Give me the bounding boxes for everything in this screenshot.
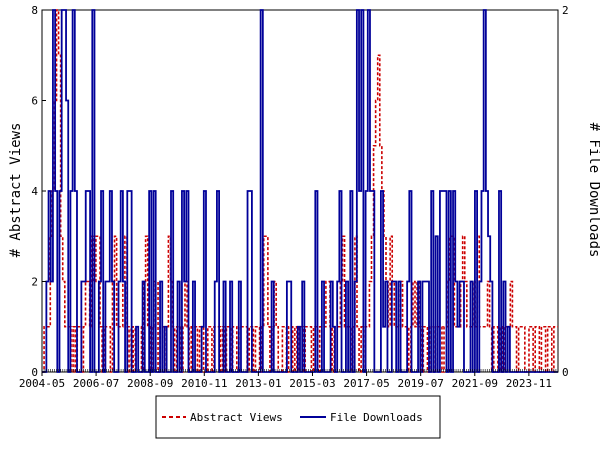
y-axis-right: 02 [554, 4, 569, 379]
legend-box [155, 395, 441, 439]
x-tick-label: 2013-01 [235, 377, 281, 390]
x-tick-label: 2019-07 [397, 377, 443, 390]
x-tick-label: 2023-11 [506, 377, 552, 390]
series-layer [42, 9, 558, 373]
x-axis: 2004-05 2006-07 2008-09 2010-11 2013-01 2015-… [19, 369, 559, 390]
y-axis-left-title: # Abstract Views [8, 123, 24, 258]
x-tick-label: 2021-09 [452, 377, 498, 390]
y-axis-left: 0 2 4 6 8 [31, 4, 46, 379]
y-left-tick-label: 6 [31, 95, 38, 108]
y-right-tick-label: 2 [562, 4, 569, 17]
series-line-file-downloads [42, 9, 558, 373]
y-left-tick-label: 4 [31, 185, 38, 198]
y-left-tick-label: 0 [31, 366, 38, 379]
y-right-tick-label: 0 [562, 366, 569, 379]
x-tick-label: 2004-05 [19, 377, 65, 390]
x-tick-label: 2015-03 [289, 377, 335, 390]
x-tick-label: 2008-09 [127, 377, 173, 390]
y-left-tick-label: 8 [31, 4, 38, 17]
y-left-tick-label: 2 [31, 276, 38, 289]
x-tick-label: 2006-07 [73, 377, 119, 390]
legend: Abstract Views File Downloads [155, 395, 441, 439]
series-line-abstract-views [42, 9, 558, 373]
x-tick-label: 2017-05 [343, 377, 389, 390]
legend-label-file-downloads: File Downloads [330, 411, 423, 424]
y-axis-right-title: # File Downloads [586, 123, 600, 258]
legend-label-abstract-views: Abstract Views [190, 411, 283, 424]
x-tick-label: 2010-11 [181, 377, 227, 390]
